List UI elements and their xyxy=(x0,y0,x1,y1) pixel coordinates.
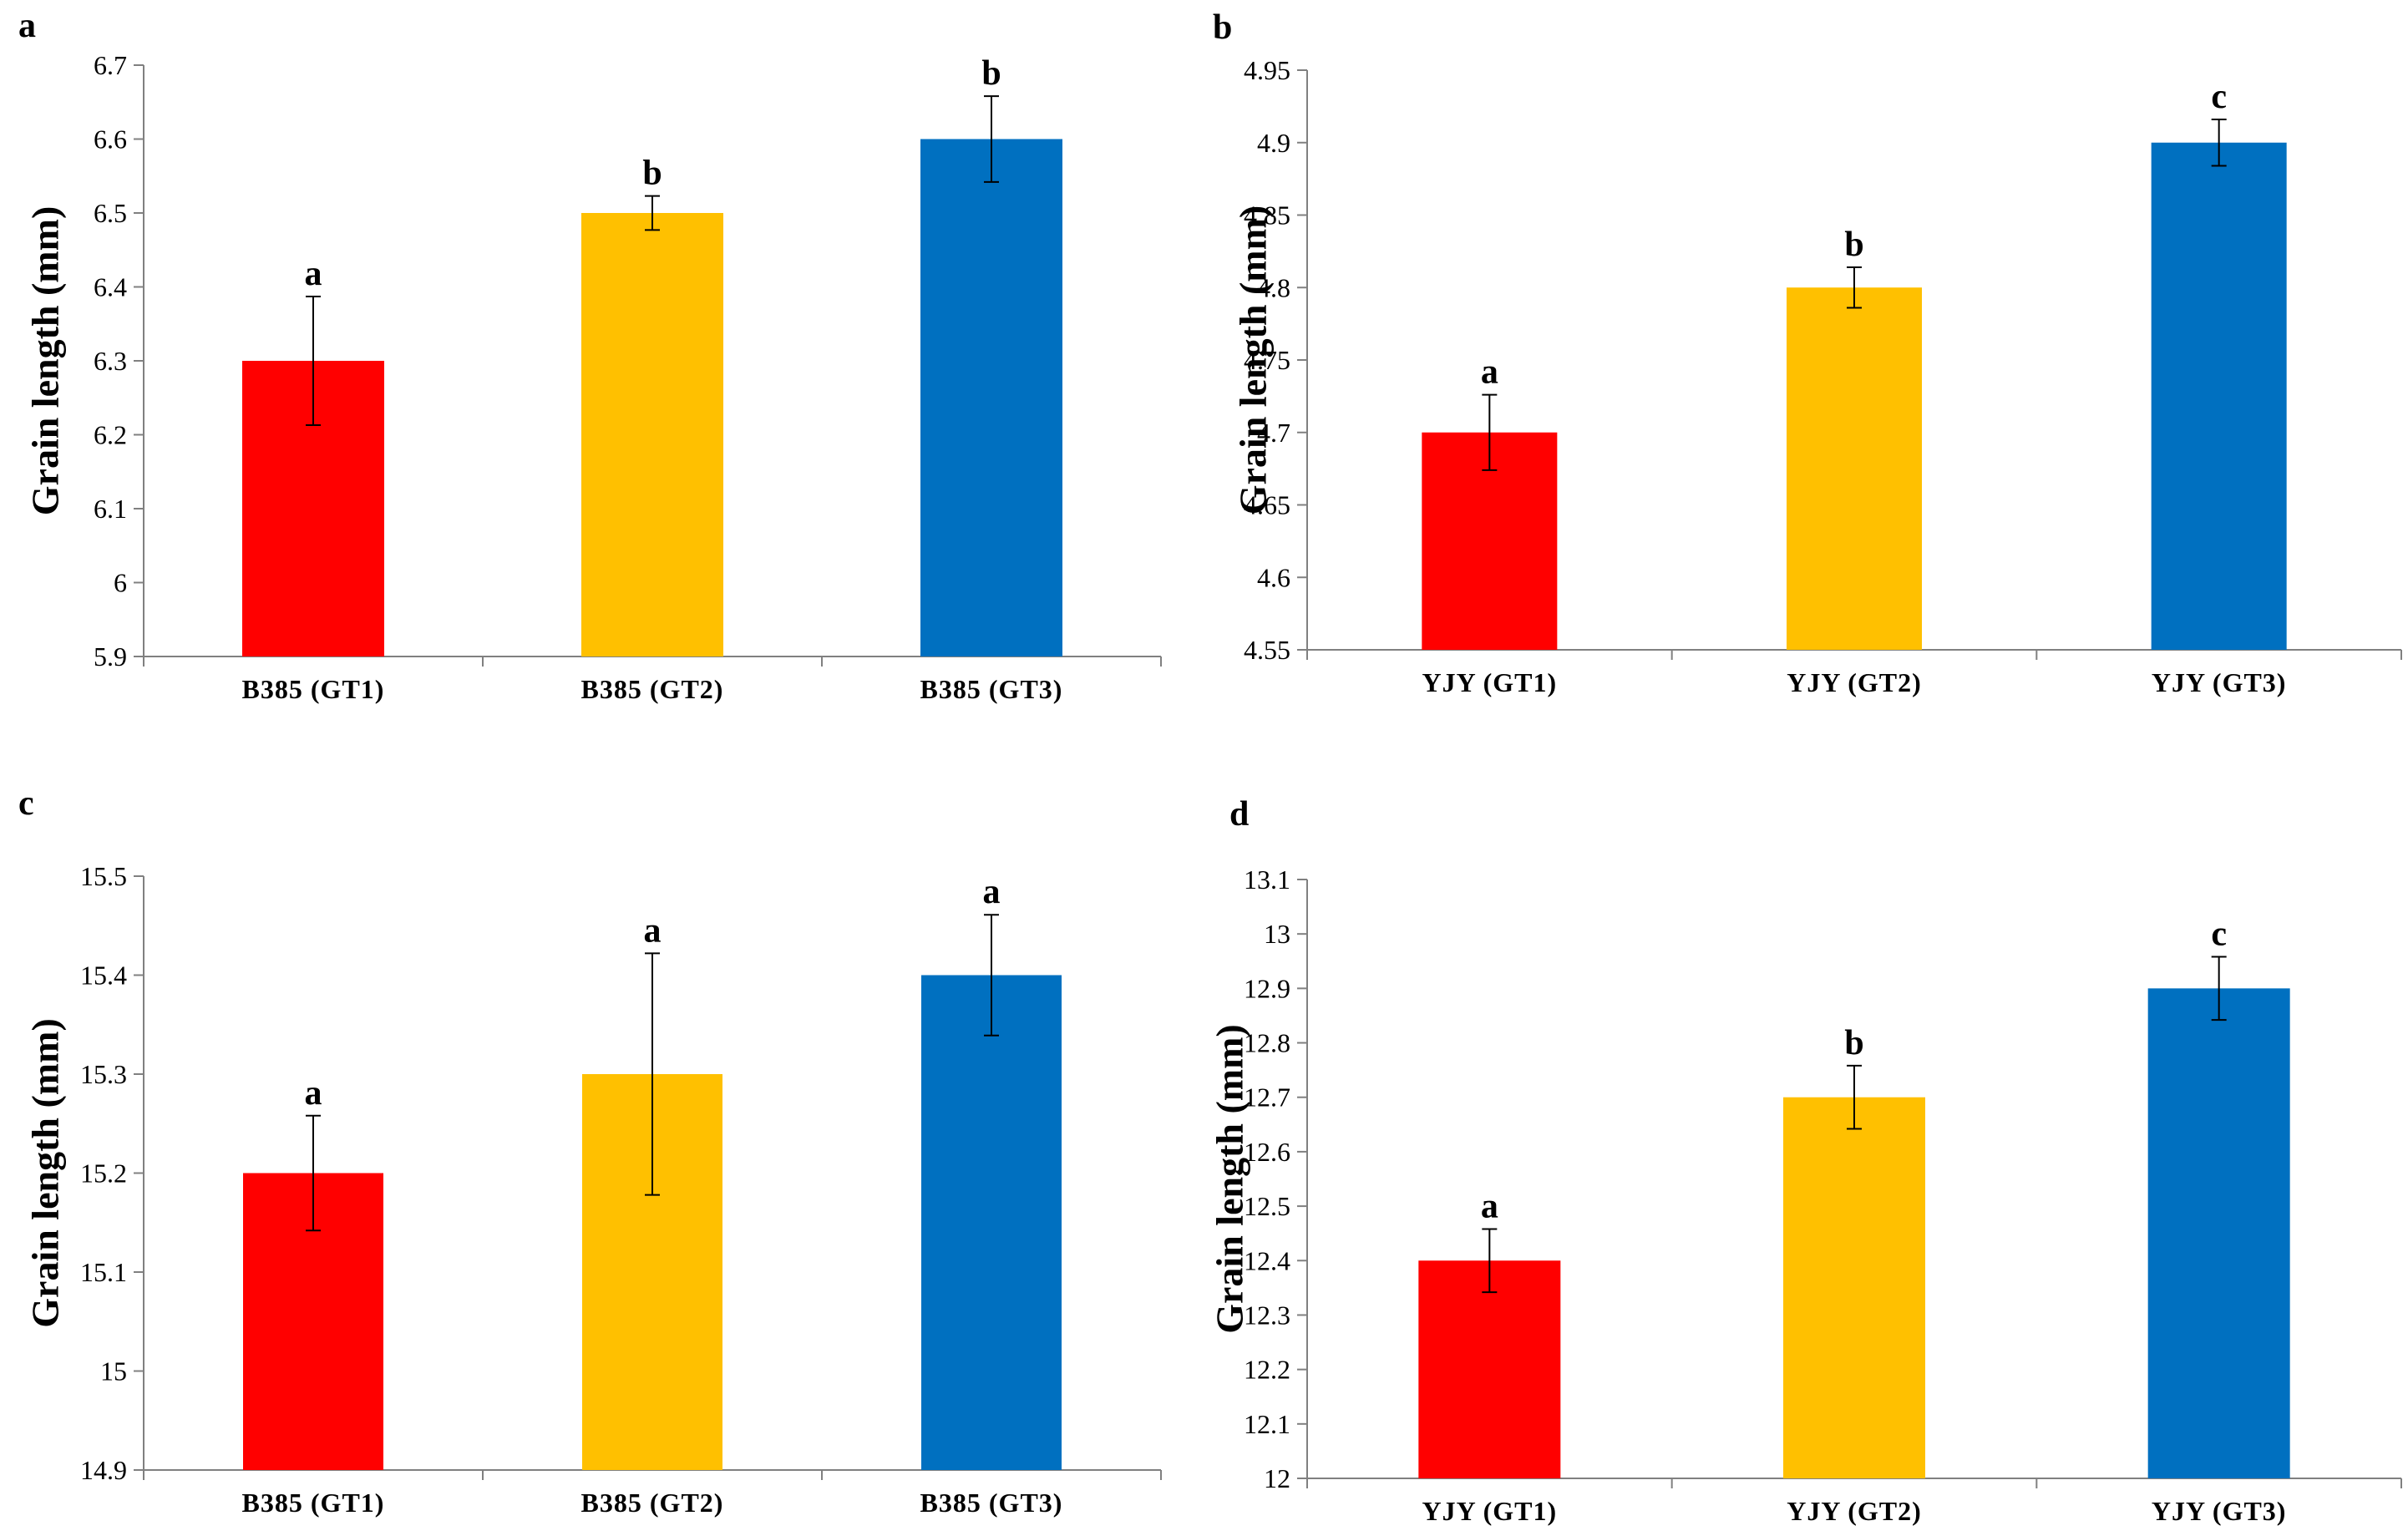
y-tick-label: 6.7 xyxy=(94,50,127,80)
y-tick-label: 15.1 xyxy=(80,1257,127,1287)
panel-letter: d xyxy=(1229,795,1249,834)
significance-label: a xyxy=(305,1074,322,1113)
category-label: B385 (GT2) xyxy=(581,674,724,704)
significance-label: b xyxy=(1844,1024,1863,1062)
y-tick-label: 12.1 xyxy=(1244,1409,1290,1439)
y-tick-label: 4.55 xyxy=(1244,635,1290,665)
y-tick-label: 12 xyxy=(1264,1463,1290,1493)
y-tick-label: 12.8 xyxy=(1244,1028,1290,1058)
y-tick-label: 4.6 xyxy=(1257,562,1290,592)
bar-gt2 xyxy=(581,213,723,656)
category-label: B385 (GT3) xyxy=(920,1488,1063,1518)
significance-label: a xyxy=(1481,353,1498,392)
y-tick-label: 15 xyxy=(100,1356,127,1386)
y-tick-label: 15.3 xyxy=(80,1059,127,1089)
category-label: YJY (GT2) xyxy=(1787,1496,1922,1526)
panel-letter: b xyxy=(1213,8,1232,47)
bar-gt2 xyxy=(1783,1097,1925,1478)
category-label: B385 (GT1) xyxy=(242,1488,385,1518)
y-tick-label: 13.1 xyxy=(1244,864,1290,895)
significance-label: b xyxy=(642,155,662,193)
y-axis-title: Grain length (mm) xyxy=(24,1018,67,1328)
y-tick-label: 6.4 xyxy=(94,272,127,302)
category-label: YJY (GT1) xyxy=(1422,1496,1558,1526)
y-tick-label: 14.9 xyxy=(80,1455,127,1485)
y-axis-title: Grain length (mm) xyxy=(1209,1024,1251,1334)
category-label: YJY (GT3) xyxy=(2152,1496,2287,1526)
significance-label: a xyxy=(305,255,322,293)
category-label: YJY (GT2) xyxy=(1787,667,1922,697)
bar-gt2 xyxy=(1787,287,1922,650)
y-tick-label: 15.4 xyxy=(80,961,127,991)
y-tick-label: 6.5 xyxy=(94,198,127,228)
y-tick-label: 12.2 xyxy=(1244,1355,1290,1385)
bar-gt3 xyxy=(2151,142,2287,650)
y-tick-label: 12.3 xyxy=(1244,1300,1290,1330)
y-tick-label: 6.2 xyxy=(94,420,127,450)
y-tick-label: 4.7 xyxy=(1257,418,1290,448)
panel-c: c Grain length (mm) 14.9 15 15.1 15.2 15.3 15.4… xyxy=(18,784,1162,1518)
y-tick-label: 15.2 xyxy=(80,1158,127,1189)
category-label: B385 (GT2) xyxy=(581,1488,724,1518)
panel-letter: a xyxy=(18,7,36,45)
y-tick-label: 6.3 xyxy=(94,346,127,376)
y-tick-label: 4.95 xyxy=(1244,55,1290,85)
y-tick-label: 6 xyxy=(114,568,127,598)
significance-label: c xyxy=(2211,78,2227,116)
y-tick-label: 4.65 xyxy=(1244,490,1290,520)
y-tick-label: 4.75 xyxy=(1244,345,1290,375)
significance-label: a xyxy=(1481,1187,1498,1225)
category-label: YJY (GT1) xyxy=(1422,667,1558,697)
panel-letter: c xyxy=(18,784,34,823)
category-label: B385 (GT3) xyxy=(920,674,1063,704)
category-label: YJY (GT3) xyxy=(2152,667,2287,697)
y-tick-label: 13 xyxy=(1264,919,1290,949)
panel-a: a Grain length (mm) 5.9 6 6.1 6.2 6.3 6.4 6.5 6.6… xyxy=(18,7,1162,704)
significance-label: c xyxy=(2211,915,2227,954)
significance-label: b xyxy=(1844,226,1863,264)
y-tick-label: 6.6 xyxy=(94,124,127,155)
y-axis-title: Grain length (mm) xyxy=(1232,205,1275,515)
y-tick-label: 12.7 xyxy=(1244,1082,1290,1113)
bar-gt3 xyxy=(2147,988,2290,1478)
bar-gt1 xyxy=(1418,1260,1561,1478)
bar-gt3 xyxy=(920,139,1062,656)
significance-label: a xyxy=(644,911,662,950)
bar-gt3 xyxy=(921,975,1062,1470)
y-tick-label: 5.9 xyxy=(94,641,127,672)
y-tick-label: 15.5 xyxy=(80,861,127,891)
y-axis-title: Grain length (mm) xyxy=(24,206,67,516)
panel-d: d Grain length (mm) 12 12.1 12.2 12.3 12.4 12.5… xyxy=(1209,795,2402,1526)
y-tick-label: 12.5 xyxy=(1244,1191,1290,1221)
significance-label: b xyxy=(981,54,1001,93)
category-label: B385 (GT1) xyxy=(242,674,385,704)
y-tick-label: 12.9 xyxy=(1244,973,1290,1003)
y-tick-label: 4.85 xyxy=(1244,200,1290,231)
y-tick-label: 4.9 xyxy=(1257,128,1290,158)
y-tick-label: 6.1 xyxy=(94,494,127,524)
y-tick-label: 12.6 xyxy=(1244,1137,1290,1167)
y-tick-label: 12.4 xyxy=(1244,1245,1290,1275)
significance-label: a xyxy=(983,873,1001,911)
y-tick-label: 4.8 xyxy=(1257,272,1290,302)
panel-b: b Grain length (mm) 4.55 4.6 4.65 4.7 4.75 4.8 4… xyxy=(1213,8,2402,697)
